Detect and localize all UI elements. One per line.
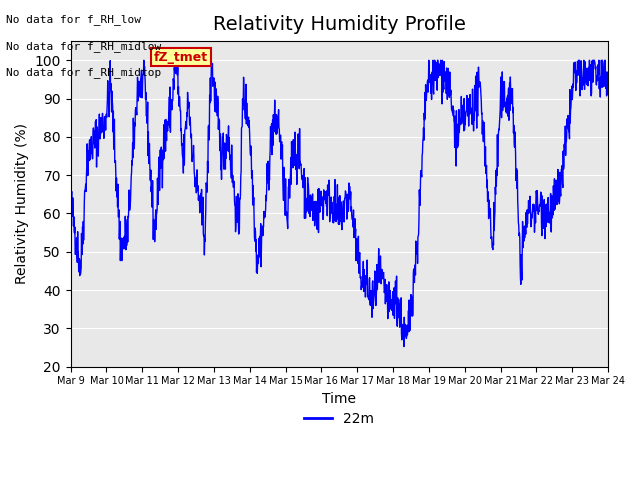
22m <box>151 227 159 232</box>
Line: 22m: 22m <box>70 60 608 347</box>
X-axis label: Time: Time <box>323 392 356 406</box>
22m <box>140 58 148 63</box>
22m <box>545 220 553 226</box>
Text: fZ_tmet: fZ_tmet <box>154 51 208 64</box>
22m <box>326 185 333 191</box>
Text: No data for f_RH_midlow: No data for f_RH_midlow <box>6 41 162 52</box>
Legend: 22m: 22m <box>299 406 380 432</box>
Title: Relativity Humidity Profile: Relativity Humidity Profile <box>213 15 466 34</box>
22m <box>467 109 474 115</box>
22m <box>604 91 612 97</box>
Y-axis label: Relativity Humidity (%): Relativity Humidity (%) <box>15 123 29 284</box>
22m <box>400 344 408 349</box>
22m <box>316 202 323 208</box>
Text: No data for f_RH_low: No data for f_RH_low <box>6 14 141 25</box>
Text: No data for f_RH_midtop: No data for f_RH_midtop <box>6 67 162 78</box>
22m <box>67 193 74 199</box>
22m <box>598 65 605 71</box>
